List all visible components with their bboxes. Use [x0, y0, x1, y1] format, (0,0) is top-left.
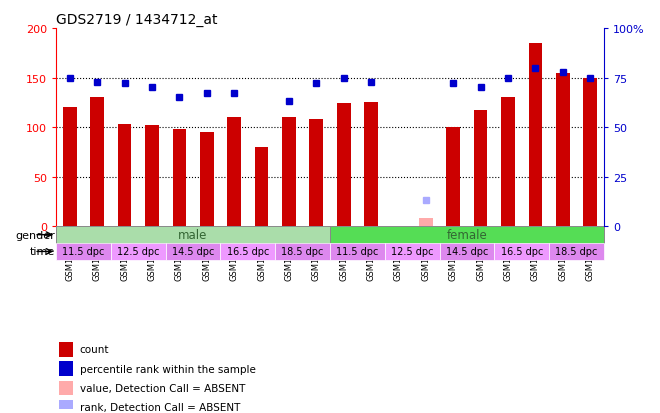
Bar: [474, 111, 488, 227]
Bar: [63, 108, 77, 227]
Bar: [501, 98, 515, 227]
Bar: [220, 243, 275, 260]
Bar: [59, 381, 73, 396]
Text: female: female: [447, 229, 487, 242]
Text: count: count: [80, 344, 109, 354]
Text: 16.5 dpc: 16.5 dpc: [226, 247, 269, 257]
Bar: [200, 133, 214, 227]
Text: percentile rank within the sample: percentile rank within the sample: [80, 364, 255, 374]
Text: value, Detection Call = ABSENT: value, Detection Call = ABSENT: [80, 383, 245, 393]
Bar: [419, 219, 433, 227]
Text: 14.5 dpc: 14.5 dpc: [446, 247, 488, 257]
Bar: [440, 243, 494, 260]
Bar: [337, 104, 350, 227]
Bar: [330, 243, 385, 260]
Text: male: male: [178, 229, 208, 242]
Bar: [282, 118, 296, 227]
Bar: [111, 243, 166, 260]
Text: rank, Detection Call = ABSENT: rank, Detection Call = ABSENT: [80, 402, 240, 412]
Bar: [529, 44, 543, 227]
Text: 12.5 dpc: 12.5 dpc: [391, 247, 434, 257]
Bar: [56, 227, 330, 243]
Bar: [330, 227, 604, 243]
Text: time: time: [30, 247, 55, 257]
Bar: [255, 147, 269, 227]
Text: 12.5 dpc: 12.5 dpc: [117, 247, 160, 257]
Text: 14.5 dpc: 14.5 dpc: [172, 247, 214, 257]
Bar: [549, 243, 604, 260]
Bar: [227, 118, 241, 227]
Text: 18.5 dpc: 18.5 dpc: [555, 247, 598, 257]
Text: gender: gender: [16, 230, 55, 240]
Bar: [494, 243, 549, 260]
Bar: [59, 342, 73, 357]
Text: GDS2719 / 1434712_at: GDS2719 / 1434712_at: [56, 12, 218, 26]
Bar: [59, 361, 73, 376]
Bar: [90, 98, 104, 227]
Text: 11.5 dpc: 11.5 dpc: [336, 247, 379, 257]
Bar: [59, 400, 73, 413]
Bar: [56, 243, 111, 260]
Bar: [364, 103, 378, 227]
Text: 16.5 dpc: 16.5 dpc: [500, 247, 543, 257]
Bar: [446, 128, 460, 227]
Bar: [556, 74, 570, 227]
Bar: [275, 243, 330, 260]
Bar: [145, 126, 159, 227]
Bar: [583, 78, 597, 227]
Bar: [166, 243, 220, 260]
Bar: [385, 243, 440, 260]
Text: 11.5 dpc: 11.5 dpc: [62, 247, 105, 257]
Bar: [310, 120, 323, 227]
Bar: [117, 125, 131, 227]
Bar: [172, 130, 186, 227]
Text: 18.5 dpc: 18.5 dpc: [281, 247, 324, 257]
